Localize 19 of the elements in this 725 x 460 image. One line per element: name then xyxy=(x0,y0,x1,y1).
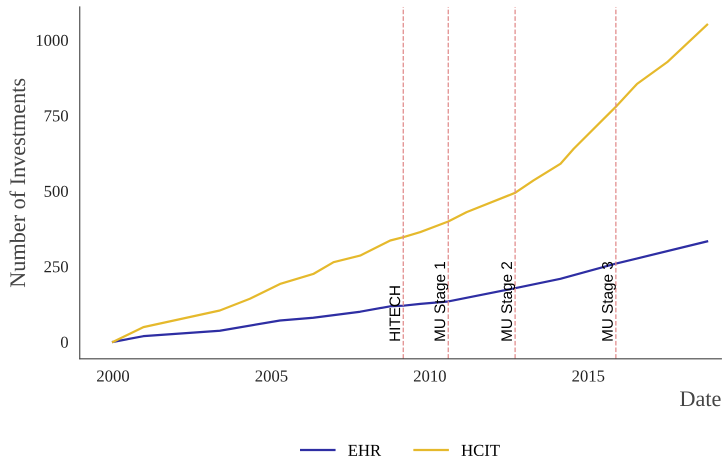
line-series xyxy=(112,24,708,344)
legend-label: EHR xyxy=(348,444,382,456)
x-tick-label: 2005 xyxy=(256,370,288,382)
legend-label: HCIT xyxy=(462,444,500,456)
y-tick-label: 250 xyxy=(44,261,68,272)
ref-line-label: MU Stage 2 xyxy=(501,262,516,341)
y-tick-label: 500 xyxy=(44,186,68,197)
y-axis-title: Number of Investments xyxy=(9,78,26,288)
ref-line-label: MU Stage 3 xyxy=(602,262,616,341)
y-tick-label: 0 xyxy=(60,336,68,348)
y-tick-label: 1000 xyxy=(36,34,68,46)
x-axis-title: Date xyxy=(680,391,721,406)
x-tick-label: 2000 xyxy=(97,370,130,382)
x-tick-label: 2010 xyxy=(414,370,446,382)
x-tick-label: 2015 xyxy=(572,370,604,382)
y-tick-label: 750 xyxy=(44,110,68,122)
ref-line-label: HITECH xyxy=(389,286,400,341)
line-series xyxy=(112,240,708,344)
ref-line-label: MU Stage 1 xyxy=(434,262,448,341)
